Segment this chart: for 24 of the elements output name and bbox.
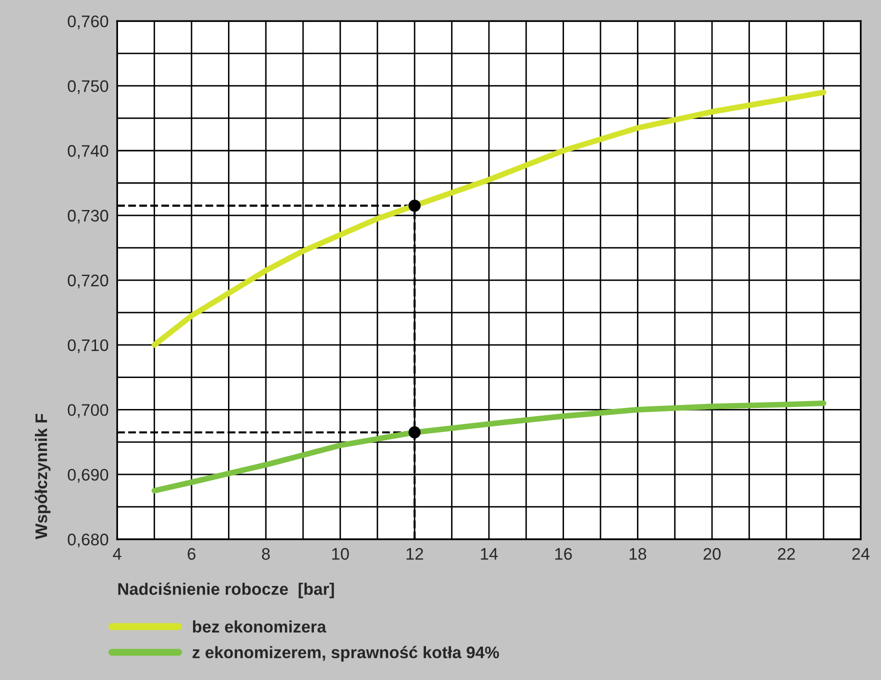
y-axis-title: Współczynnik F (34, 414, 50, 540)
x-tick-label: 22 (778, 548, 795, 560)
y-tick-label: 0,710 (68, 339, 108, 354)
x-tick-label: 12 (406, 548, 424, 560)
x-tick-label: 10 (332, 548, 349, 560)
x-tick-label: 14 (480, 548, 498, 560)
x-tick-label: 24 (852, 548, 870, 560)
y-tick-label: 0,760 (68, 15, 108, 30)
y-tick-label: 0,750 (68, 80, 108, 94)
y-tick-label: 0,720 (68, 274, 108, 288)
x-tick-label: 16 (555, 548, 572, 560)
y-tick-label: 0,690 (68, 468, 108, 483)
legend-label: bez ekonomizera (193, 620, 326, 633)
x-tick-label: 8 (262, 548, 270, 560)
y-tick-label: 0,740 (68, 145, 108, 159)
x-tick-label: 4 (112, 548, 122, 560)
y-tick-label: 0,700 (68, 404, 108, 418)
x-tick-label: 6 (188, 548, 196, 560)
x-tick-label: 18 (630, 548, 646, 560)
legend-label: z ekonomizerem, sprawność kotła 94% (192, 646, 499, 662)
y-tick-label: 0,730 (68, 210, 108, 224)
x-axis-title: Nadciśnienie robocze [bar] (118, 582, 334, 598)
y-tick-label: 0,680 (68, 534, 108, 548)
x-tick-label: 20 (704, 548, 721, 560)
